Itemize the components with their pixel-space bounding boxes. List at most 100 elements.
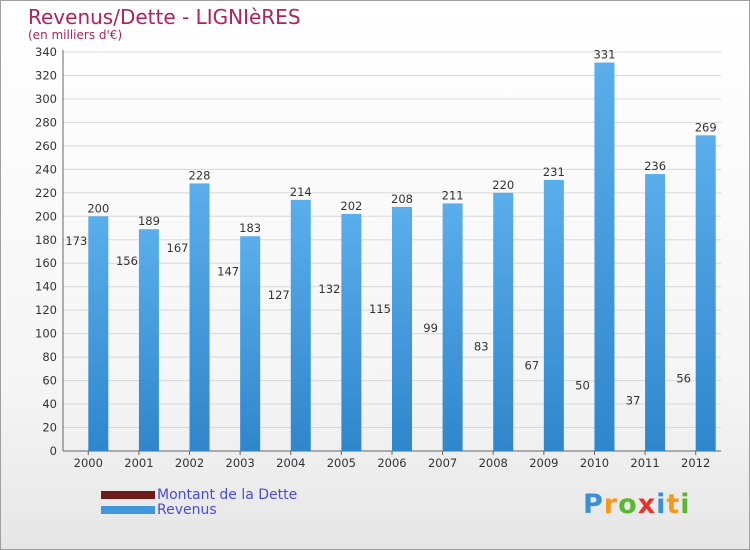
revenue-value-label: 331 [593,48,615,62]
revenue-bar [543,179,564,451]
debt-value-label: 67 [525,358,540,372]
x-tick-label: 2009 [529,456,558,470]
y-tick-label: 240 [35,162,57,176]
revenue-bar [442,203,463,451]
revenue-bar [695,135,716,451]
logo-letter: i [656,489,667,520]
x-tick-label: 2004 [276,456,305,470]
x-tick-label: 2003 [226,456,255,470]
debt-swatch [101,490,155,499]
x-tick-label: 2002 [175,456,204,470]
x-tick-label: 2012 [681,456,710,470]
debt-value-label: 132 [318,282,340,296]
y-tick-label: 340 [35,45,57,59]
debt-value-label: 37 [626,394,641,408]
debt-value-label: 156 [116,254,138,268]
revenue-bar [240,236,261,451]
revenue-value-label: 211 [442,188,464,202]
y-tick-label: 0 [50,444,57,458]
debt-bar [473,354,493,451]
debt-bar [68,248,88,451]
chart-title: Revenus/Dette - LIGNIèRES [28,5,301,29]
revenue-value-label: 189 [138,214,160,228]
revenue-bar [88,216,109,451]
logo-letter: i [680,489,691,520]
debt-bar [271,302,291,451]
revenue-bar [645,174,666,451]
x-tick-label: 2010 [580,456,609,470]
debt-bar [170,255,190,451]
y-tick-label: 260 [35,139,57,153]
y-tick-label: 100 [35,327,57,341]
x-tick-label: 2006 [377,456,406,470]
debt-value-label: 127 [268,288,290,302]
x-tick-label: 2008 [479,456,508,470]
x-tick-label: 2007 [428,456,457,470]
debt-bar [574,392,594,451]
y-tick-label: 300 [35,92,57,106]
x-tick-label: 2005 [327,456,356,470]
proxiti-logo: Proxiti [583,489,691,520]
y-tick-label: 60 [42,374,57,388]
debt-bar [524,372,544,451]
revenue-value-label: 269 [695,120,717,134]
legend-item-revenue: Revenus [101,501,297,518]
revenue-bar [594,62,615,451]
revenue-value-label: 214 [290,185,312,199]
y-tick-label: 20 [42,421,57,435]
debt-value-label: 173 [65,234,87,248]
revenue-value-label: 236 [644,159,666,173]
x-tick-label: 2001 [124,456,153,470]
y-tick-label: 200 [35,209,57,223]
debt-value-label: 167 [167,241,189,255]
legend-label-revenue: Revenus [157,501,217,518]
debt-value-label: 50 [575,378,590,392]
revenue-bar [290,199,311,451]
logo-letter: t [666,489,681,520]
revenue-bar [392,206,412,451]
debt-value-label: 56 [676,371,691,385]
revenue-bar [189,183,210,451]
y-tick-label: 180 [35,233,57,247]
logo-letter: r [603,489,619,520]
debt-value-label: 115 [369,302,391,316]
revenue-bar [341,213,362,451]
debt-value-label: 83 [474,340,489,354]
debt-bar [423,335,443,451]
y-tick-label: 220 [35,186,57,200]
debt-value-label: 147 [217,264,239,278]
revenue-value-label: 200 [87,201,109,215]
revenue-swatch [101,505,155,514]
debt-bar [625,408,645,451]
y-tick-label: 80 [42,350,57,364]
y-tick-label: 140 [35,280,57,294]
legend: Montant de la Dette Revenus [101,486,298,518]
y-tick-label: 280 [35,115,57,129]
legend-label-debt: Montant de la Dette [157,486,298,503]
revenue-bar [493,192,514,451]
revenue-value-label: 183 [239,221,261,235]
logo-letter: P [583,489,604,520]
y-tick-label: 120 [35,303,57,317]
debt-bar [676,385,696,451]
logo-letter: x [637,489,657,520]
revenue-value-label: 208 [391,192,413,206]
y-tick-label: 160 [35,256,57,270]
debt-bar [220,278,240,451]
debt-bar [119,268,139,451]
revenue-value-label: 220 [492,178,514,192]
x-tick-label: 2011 [630,456,659,470]
logo-letter: o [618,489,638,520]
debt-bar [372,316,392,451]
debt-value-label: 99 [423,321,438,335]
legend-item-debt: Montant de la Dette [101,486,298,503]
y-tick-label: 40 [42,397,57,411]
revenue-bar [138,229,159,451]
revenue-value-label: 231 [543,165,565,179]
chart-subtitle: (en milliers d'€) [28,28,123,42]
y-tick-label: 320 [35,68,57,82]
x-tick-label: 2000 [74,456,103,470]
revenue-value-label: 228 [189,168,211,182]
